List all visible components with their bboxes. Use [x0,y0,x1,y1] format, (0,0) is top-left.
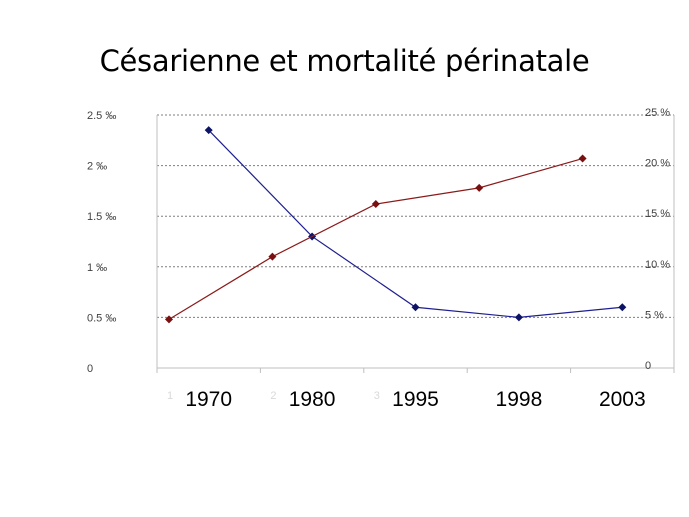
data-point-marker [371,200,380,209]
data-point-marker [268,252,277,261]
data-point-marker [578,154,587,163]
series-group [165,126,627,324]
data-point-marker [514,313,523,322]
data-point-marker [475,183,484,192]
y-tick-label-left: 1.5 ‰ [87,211,116,223]
x-tick-label: 1970 [185,388,232,411]
y-tick-label-right: 10 % [645,259,670,271]
series-line-1 [208,129,623,319]
y-tick-label-right: 25 % [645,107,670,119]
x-tick-label: 1998 [496,388,543,411]
y-tick-label-left: 0 [87,363,93,375]
y-tick-label-right: 5 % [645,309,664,321]
data-point-marker [165,315,173,324]
series-line-2 [168,157,583,320]
y-tick-label-right: 20 % [645,158,670,170]
y-tick-label-left: 1 ‰ [87,262,107,274]
x-index-label: 3 [374,390,380,402]
y-tick-label-left: 2.5 ‰ [87,110,116,122]
slide-title: Césarienne et mortalité périnatale [99,44,590,78]
x-tick-label: 2003 [599,388,646,411]
x-tick-label: 1980 [289,388,336,411]
x-axis-labels: 1 2 3 1970 1980 1995 1998 2003 [167,388,646,411]
data-point-marker [618,303,627,312]
y-axis-right-labels: 0 5 % 10 % 15 % 20 % 25 % [645,107,670,372]
data-point-marker [204,126,213,135]
axes [156,115,675,373]
x-index-label: 1 [167,390,173,402]
y-tick-label-left: 2 ‰ [87,161,107,173]
y-tick-label-left: 0.5 ‰ [87,312,116,324]
y-tick-label-right: 0 [645,360,651,372]
y-tick-label-right: 15 % [645,208,670,220]
x-tick-label: 1995 [392,388,439,411]
grid-lines [157,114,674,318]
y-axis-left-labels: 0 0.5 ‰ 1 ‰ 1.5 ‰ 2 ‰ 2.5 ‰ [87,110,116,375]
data-point-marker [411,303,420,312]
x-index-label: 2 [270,390,276,402]
